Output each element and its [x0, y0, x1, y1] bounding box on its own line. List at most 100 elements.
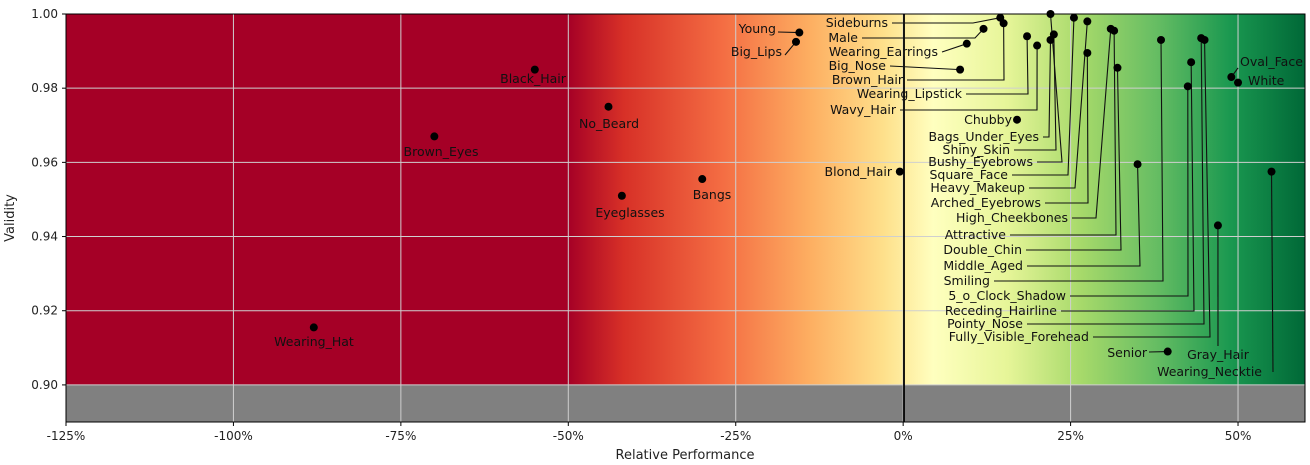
- data-point: [530, 65, 539, 74]
- point-label: Square_Face: [929, 167, 1008, 182]
- data-point: [430, 132, 439, 141]
- data-point: [979, 24, 988, 33]
- data-point: [1110, 26, 1119, 35]
- data-point: [1187, 58, 1196, 67]
- y-tick-label: 0.98: [31, 81, 58, 95]
- plot-frame: [65, 13, 1306, 423]
- x-tick-label: 0%: [894, 429, 913, 443]
- x-tick-label: 25%: [1057, 429, 1084, 443]
- point-label: Bags_Under_Eyes: [928, 129, 1039, 144]
- point-label: Bangs: [693, 187, 732, 202]
- data-point: [956, 65, 965, 74]
- point-label: Shiny_Skin: [943, 142, 1010, 157]
- leader-line: [1070, 86, 1189, 297]
- point-label: Sideburns: [826, 15, 888, 30]
- leader-line: [941, 43, 967, 53]
- x-tick-label: -75%: [385, 429, 416, 443]
- x-tick-label: 50%: [1225, 429, 1252, 443]
- data-point: [617, 191, 626, 200]
- leader-line: [1026, 67, 1122, 251]
- y-tick-label: 0.92: [31, 304, 58, 318]
- point-label: Big_Lips: [731, 44, 782, 59]
- point-label: Big_Nose: [829, 58, 887, 73]
- point-label: Brown_Eyes: [404, 144, 479, 159]
- point-label: Brown_Hair: [832, 72, 904, 87]
- data-point: [1267, 167, 1276, 176]
- point-label: No_Beard: [579, 116, 639, 131]
- point-label: Receding_Hairline: [945, 303, 1057, 318]
- leader-line: [994, 39, 1164, 282]
- leader-line: [889, 65, 961, 71]
- point-label: Smiling: [944, 273, 990, 288]
- point-label: White: [1248, 73, 1285, 88]
- point-label: Attractive: [945, 227, 1007, 242]
- x-axis-label: Relative Performance: [616, 448, 755, 463]
- data-point: [1069, 13, 1078, 22]
- point-label: Black_Hair: [500, 71, 567, 86]
- point-label: Pointy_Nose: [947, 316, 1023, 331]
- y-axis-ticks: 0.90 0.92 0.94 0.96 0.98 1.00: [31, 7, 66, 392]
- data-point: [999, 19, 1008, 28]
- data-point: [1033, 41, 1042, 50]
- leader-line: [1270, 171, 1274, 373]
- data-point: [1213, 221, 1222, 230]
- point-label: Wearing_Lipstick: [857, 86, 963, 101]
- point-label: Double_Chin: [943, 242, 1022, 257]
- data-point: [1083, 17, 1092, 26]
- y-axis-label: Validity: [3, 194, 18, 242]
- invalid-region: [66, 385, 1305, 422]
- data-point: [1113, 63, 1122, 72]
- leader-line: [862, 28, 984, 39]
- point-label: Arched_Eyebrows: [931, 195, 1041, 210]
- x-axis-ticks: -125% -100% -75% -50% -25% 0% 25% 50%: [47, 422, 1252, 443]
- data-points: [309, 10, 1276, 356]
- leader-line: [1029, 21, 1088, 189]
- point-label: Oval_Face: [1240, 54, 1303, 69]
- point-label: Wearing_Earrings: [829, 44, 938, 59]
- x-tick-label: -25%: [720, 429, 751, 443]
- data-point: [1157, 35, 1166, 44]
- grid-lines: [66, 14, 1305, 422]
- leader-line: [1010, 30, 1117, 236]
- leader-line: [900, 45, 1038, 111]
- leader-line: [907, 23, 1005, 81]
- data-point: [1083, 48, 1092, 57]
- leader-line: [1093, 39, 1211, 338]
- point-label: High_Cheekbones: [956, 210, 1068, 225]
- point-label: Gray_Hair: [1187, 347, 1250, 362]
- point-label: Wavy_Hair: [830, 102, 897, 117]
- data-point: [1200, 35, 1209, 44]
- data-point: [1023, 32, 1032, 41]
- y-tick-label: 0.90: [31, 378, 58, 392]
- leader-line: [892, 17, 1001, 24]
- x-tick-label: -50%: [553, 429, 584, 443]
- point-label: Senior: [1107, 345, 1148, 360]
- data-point: [1183, 82, 1192, 91]
- y-tick-label: 0.94: [31, 230, 58, 244]
- y-tick-label: 0.96: [31, 155, 58, 169]
- leader-line: [1045, 52, 1089, 204]
- point-label: Blond_Hair: [825, 164, 893, 179]
- data-point: [895, 167, 904, 176]
- point-label: Eyeglasses: [595, 205, 664, 220]
- leader-lines: [777, 13, 1274, 373]
- data-point: [792, 37, 801, 46]
- leader-line: [1037, 13, 1063, 163]
- leader-line: [1072, 28, 1112, 219]
- leader-line: [1061, 62, 1195, 312]
- data-point: [1234, 78, 1243, 87]
- point-labels: Wearing_Hat Brown_Eyes Black_Hair No_Beard E…: [274, 15, 1303, 379]
- data-point: [1133, 160, 1142, 169]
- y-tick-label: 1.00: [31, 7, 58, 21]
- data-point: [1013, 115, 1022, 124]
- point-label: Heavy_Makeup: [930, 180, 1025, 195]
- data-point: [309, 323, 318, 332]
- leader-line: [1027, 164, 1141, 267]
- point-label: Bushy_Eyebrows: [928, 154, 1033, 169]
- point-label: Male: [828, 30, 858, 45]
- data-point: [1227, 73, 1236, 82]
- data-point: [1049, 30, 1058, 39]
- x-tick-label: -125%: [47, 429, 86, 443]
- leader-line: [1012, 17, 1075, 176]
